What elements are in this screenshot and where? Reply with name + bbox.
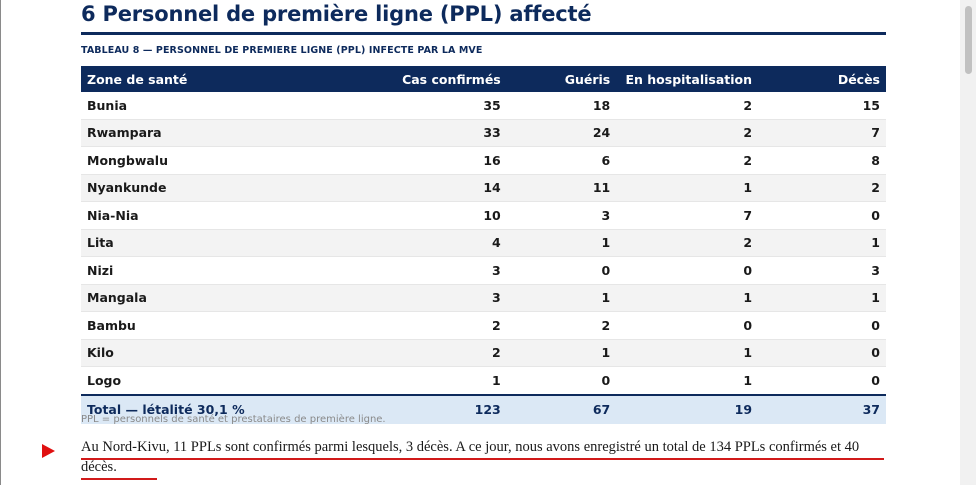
cell-gueris: 18 bbox=[506, 92, 617, 120]
table-row: Nyankunde 14 11 1 2 bbox=[81, 174, 886, 202]
cell-deces: 3 bbox=[758, 256, 886, 285]
red-arrow-icon bbox=[42, 444, 55, 458]
total-deces: 37 bbox=[758, 393, 886, 424]
cell-zone: Bambu bbox=[81, 311, 323, 340]
table-row: Kilo 2 1 1 0 bbox=[81, 339, 886, 367]
table-footnote: PPL = personnels de santé et prestataire… bbox=[81, 414, 386, 425]
red-underline bbox=[81, 458, 884, 460]
title-divider bbox=[81, 32, 886, 35]
cell-hosp: 1 bbox=[616, 339, 759, 367]
total-gueris: 67 bbox=[506, 393, 617, 424]
cell-zone: Nyankunde bbox=[81, 174, 323, 202]
total-hosp: 19 bbox=[616, 393, 759, 424]
cell-gueris: 2 bbox=[506, 311, 617, 340]
total-label: Total — létalité 30,1 % bbox=[81, 393, 323, 424]
cell-deces: 0 bbox=[758, 311, 886, 340]
cell-cas: 1 bbox=[322, 366, 507, 395]
table-row: Bambu 2 2 0 0 bbox=[81, 311, 886, 340]
table-row: Mangala 3 1 1 1 bbox=[81, 284, 886, 312]
cell-deces: 1 bbox=[758, 284, 886, 312]
cell-zone: Kilo bbox=[81, 339, 323, 367]
cell-zone: Bunia bbox=[81, 92, 323, 120]
header-cas-confirmes: Cas confirmés bbox=[322, 66, 507, 92]
cell-hosp: 1 bbox=[616, 284, 759, 312]
table-caption: TABLEAU 8 — PERSONNEL DE PREMIERE LIGNE … bbox=[81, 45, 483, 56]
header-deces: Décès bbox=[758, 66, 886, 92]
section-title: 6 Personnel de première ligne (PPL) affe… bbox=[81, 2, 592, 26]
cell-gueris: 24 bbox=[506, 119, 617, 147]
cell-cas: 16 bbox=[322, 146, 507, 175]
window-left-edge bbox=[0, 0, 1, 485]
cell-hosp: 0 bbox=[616, 311, 759, 340]
table-row: Lita 4 1 2 1 bbox=[81, 229, 886, 257]
cell-gueris: 0 bbox=[506, 366, 617, 395]
cell-deces: 7 bbox=[758, 119, 886, 147]
cell-zone: Logo bbox=[81, 366, 323, 395]
cell-zone: Lita bbox=[81, 229, 323, 257]
cell-cas: 3 bbox=[322, 256, 507, 285]
cell-hosp: 2 bbox=[616, 92, 759, 120]
cell-hosp: 1 bbox=[616, 174, 759, 202]
vertical-scrollbar[interactable] bbox=[960, 0, 976, 485]
red-underline bbox=[81, 478, 157, 480]
cell-deces: 8 bbox=[758, 146, 886, 175]
table-row: Mongbwalu 16 6 2 8 bbox=[81, 146, 886, 175]
cell-deces: 15 bbox=[758, 92, 886, 120]
cell-hosp: 1 bbox=[616, 366, 759, 395]
table-row: Nia-Nia 10 3 7 0 bbox=[81, 201, 886, 230]
cell-hosp: 2 bbox=[616, 146, 759, 175]
cell-cas: 2 bbox=[322, 339, 507, 367]
cell-cas: 35 bbox=[322, 92, 507, 120]
cell-gueris: 6 bbox=[506, 146, 617, 175]
cell-zone: Mongbwalu bbox=[81, 146, 323, 175]
cell-gueris: 1 bbox=[506, 339, 617, 367]
cell-cas: 3 bbox=[322, 284, 507, 312]
scrollbar-thumb[interactable] bbox=[965, 6, 972, 74]
header-hospitalisation: En hospitalisation bbox=[616, 66, 759, 92]
summary-paragraph: Au Nord-Kivu, 11 PPLs sont confirmés par… bbox=[81, 439, 860, 475]
cell-deces: 0 bbox=[758, 366, 886, 395]
table-header-row: Zone de santé Cas confirmés Guéris En ho… bbox=[81, 66, 886, 92]
cell-hosp: 7 bbox=[616, 201, 759, 230]
cell-gueris: 1 bbox=[506, 229, 617, 257]
total-cas: 123 bbox=[322, 393, 507, 424]
table-row: Bunia 35 18 2 15 bbox=[81, 92, 886, 120]
cell-deces: 2 bbox=[758, 174, 886, 202]
cell-hosp: 2 bbox=[616, 119, 759, 147]
cell-deces: 1 bbox=[758, 229, 886, 257]
ppl-table: Zone de santé Cas confirmés Guéris En ho… bbox=[81, 66, 886, 424]
table-row: Rwampara 33 24 2 7 bbox=[81, 119, 886, 147]
table-row: Logo 1 0 1 0 bbox=[81, 366, 886, 395]
cell-cas: 33 bbox=[322, 119, 507, 147]
table-row: Nizi 3 0 0 3 bbox=[81, 256, 886, 285]
cell-cas: 14 bbox=[322, 174, 507, 202]
cell-zone: Nizi bbox=[81, 256, 323, 285]
cell-zone: Nia-Nia bbox=[81, 201, 323, 230]
cell-hosp: 2 bbox=[616, 229, 759, 257]
cell-gueris: 11 bbox=[506, 174, 617, 202]
cell-cas: 4 bbox=[322, 229, 507, 257]
cell-gueris: 0 bbox=[506, 256, 617, 285]
cell-gueris: 3 bbox=[506, 201, 617, 230]
cell-zone: Mangala bbox=[81, 284, 323, 312]
cell-hosp: 0 bbox=[616, 256, 759, 285]
header-gueris: Guéris bbox=[506, 66, 617, 92]
cell-deces: 0 bbox=[758, 201, 886, 230]
cell-cas: 10 bbox=[322, 201, 507, 230]
cell-zone: Rwampara bbox=[81, 119, 323, 147]
cell-cas: 2 bbox=[322, 311, 507, 340]
header-zone: Zone de santé bbox=[81, 66, 323, 92]
cell-deces: 0 bbox=[758, 339, 886, 367]
cell-gueris: 1 bbox=[506, 284, 617, 312]
total-row: Total — létalité 30,1 % 123 67 19 37 bbox=[81, 393, 886, 424]
